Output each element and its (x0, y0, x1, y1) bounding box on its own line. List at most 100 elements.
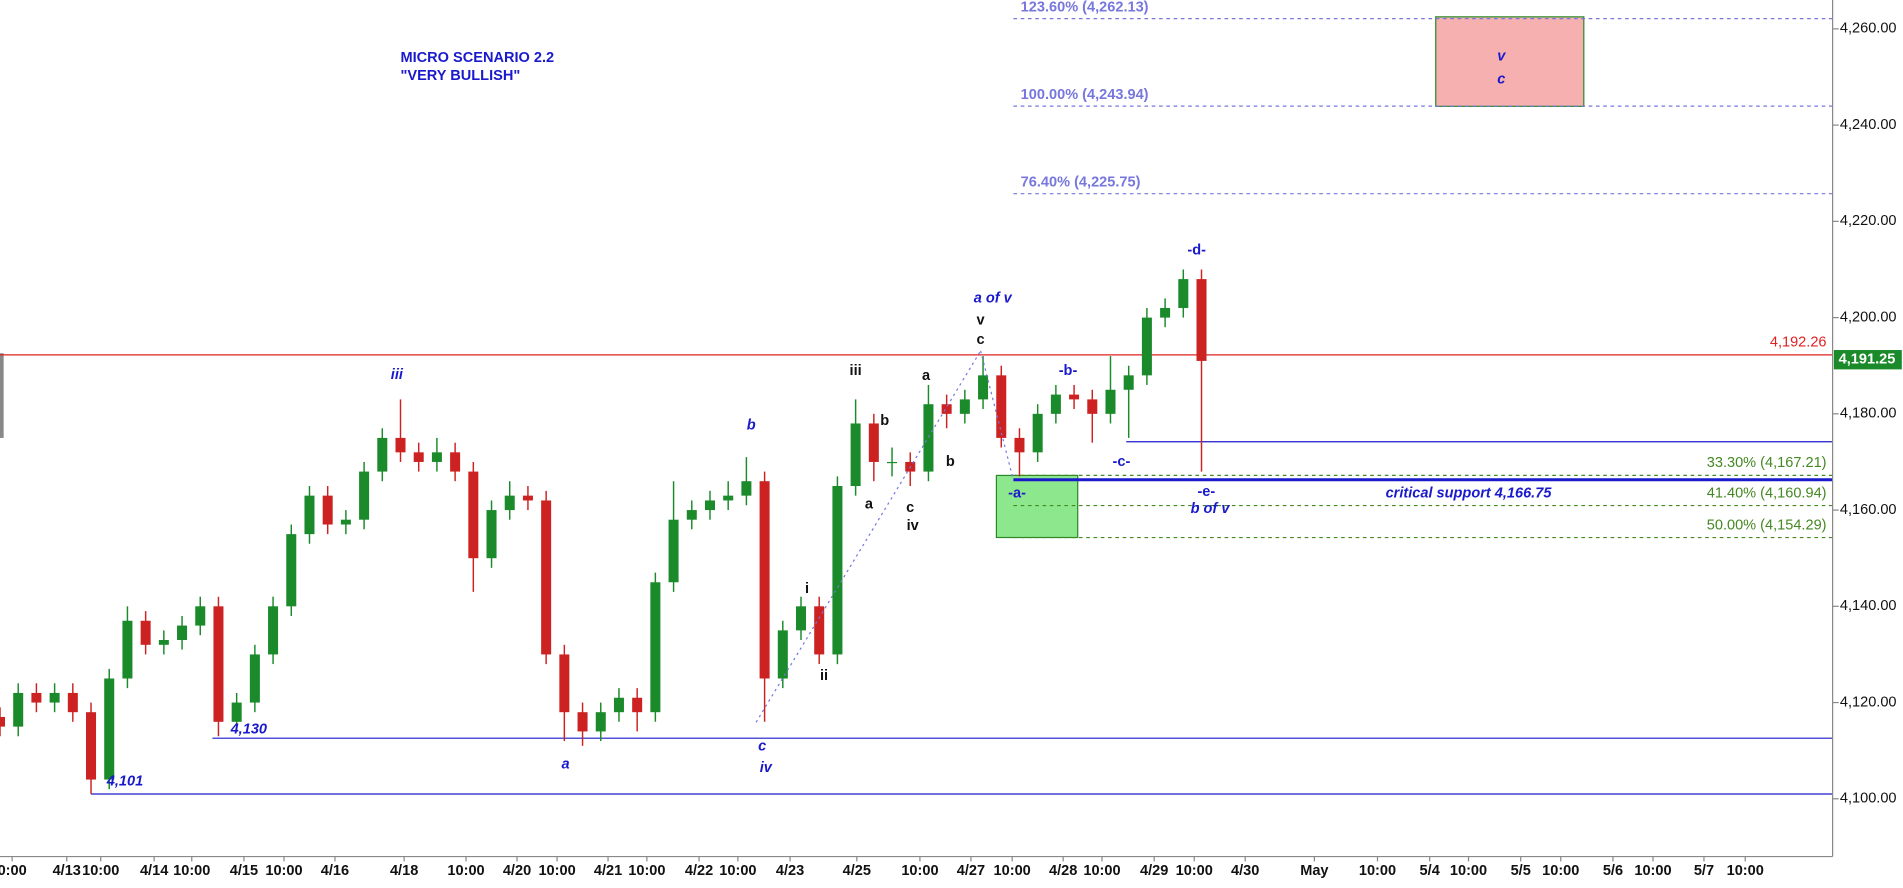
y-tick-label: 4,220.00 (1840, 213, 1897, 229)
x-tick-label: 4/15 (230, 863, 258, 879)
candle-body (959, 399, 970, 414)
candle-body (231, 702, 242, 722)
candle-body (887, 461, 898, 464)
wave-label: -a- (1008, 485, 1026, 501)
wave-label: iii (391, 367, 404, 383)
y-tick-label: 4,260.00 (1840, 21, 1897, 37)
candle-body (577, 712, 588, 732)
wave-label: -b- (1059, 363, 1078, 379)
candle-body (1050, 394, 1061, 414)
candle-body (122, 620, 133, 679)
x-tick-label: 10:00 (447, 863, 484, 879)
candle-body (486, 510, 497, 559)
candle-body (104, 678, 115, 780)
x-tick-label: 0:00 (0, 863, 27, 879)
wave-label: b (747, 418, 756, 434)
wave-label: i (805, 581, 809, 597)
candle-body (814, 606, 825, 655)
level-label: 100.00% (4,243.94) (1021, 87, 1149, 103)
wave-label: -c- (1113, 454, 1131, 470)
candle-body (978, 375, 989, 400)
x-tick-label: 4/20 (503, 863, 531, 879)
wave-label: c (977, 332, 985, 348)
x-tick-label: 4/16 (321, 863, 349, 879)
wave-label: 4,130 (230, 721, 267, 737)
wave-label: c (1497, 72, 1505, 88)
x-tick-label: 10:00 (1634, 863, 1671, 879)
x-tick-label: 10:00 (901, 863, 938, 879)
wave-label: a (562, 756, 570, 772)
candle-body (1032, 413, 1043, 453)
wave-label: c (758, 738, 766, 754)
x-tick-label: 4/25 (843, 863, 871, 879)
candle-body (850, 423, 861, 487)
candle-body (304, 495, 315, 535)
x-tick-label: 10:00 (1083, 863, 1120, 879)
x-tick-label: 4/21 (594, 863, 622, 879)
candle-body (1087, 399, 1098, 414)
candle-body (359, 471, 370, 520)
x-tick-label: 4/22 (685, 863, 713, 879)
candle-body (86, 712, 97, 780)
x-tick-label: 4/23 (776, 863, 804, 879)
y-tick-label: 4,100.00 (1840, 791, 1897, 807)
candle-body (541, 500, 552, 655)
wave-label: critical support 4,166.75 (1386, 485, 1553, 501)
x-tick-label: 10:00 (82, 863, 119, 879)
x-tick-label: 10:00 (719, 863, 756, 879)
candle-body (595, 712, 606, 732)
wave-label: -d- (1187, 242, 1206, 258)
wave-label: ii (820, 668, 828, 684)
x-tick-label: 5/4 (1420, 863, 1440, 879)
candle-body (395, 437, 406, 453)
wave-label: iv (760, 760, 773, 776)
candle-body (668, 519, 679, 583)
candle-body (522, 495, 533, 501)
edge-marker (0, 353, 4, 438)
candle-body (1160, 307, 1171, 318)
x-tick-label: 10:00 (1359, 863, 1396, 879)
candle-body (1105, 389, 1116, 414)
candle-body (559, 654, 570, 713)
candle-body (632, 697, 643, 713)
x-tick-label: 10:00 (538, 863, 575, 879)
candle-body (996, 375, 1007, 438)
candle-body (1069, 394, 1080, 400)
level-label: 76.40% (4,225.75) (1021, 175, 1141, 191)
x-tick-label: 5/5 (1511, 863, 1531, 879)
candle-body (704, 500, 715, 511)
x-tick-label: 4/13 (53, 863, 81, 879)
y-tick-label: 4,200.00 (1840, 309, 1897, 325)
x-tick-label: May (1300, 863, 1328, 879)
candle-body (1141, 317, 1152, 376)
x-tick-label: 4/14 (140, 863, 168, 879)
wave-label: MICRO SCENARIO 2.2 (401, 50, 555, 66)
x-tick-label: 10:00 (628, 863, 665, 879)
candle-body (1014, 437, 1025, 453)
x-tick-label: 10:00 (1727, 863, 1764, 879)
target-box (995, 474, 1079, 539)
candle-body (195, 606, 206, 626)
candle-body (923, 404, 934, 472)
candle-body (13, 692, 24, 727)
wave-label: "VERY BULLISH" (401, 68, 521, 84)
last-price-label: 4,191.25 (1839, 352, 1896, 368)
candle-body (177, 625, 188, 641)
wave-label: -e- (1197, 484, 1215, 500)
last-price-tag (1833, 350, 1902, 370)
candle-body (67, 692, 78, 713)
wave-label: a (865, 496, 874, 512)
y-tick-label: 4,120.00 (1840, 694, 1897, 710)
candle-body (0, 716, 6, 727)
wave-label: iv (907, 518, 920, 534)
candle-body (450, 452, 461, 472)
candle-body (249, 654, 260, 703)
wave-label: c (906, 500, 914, 516)
x-tick-label: 10:00 (173, 863, 210, 879)
candle-body (340, 519, 351, 525)
wave-label: v (977, 312, 986, 328)
level-label: 41.40% (4,160.94) (1707, 485, 1827, 501)
target-box (1435, 16, 1585, 107)
candle-body (286, 534, 297, 607)
